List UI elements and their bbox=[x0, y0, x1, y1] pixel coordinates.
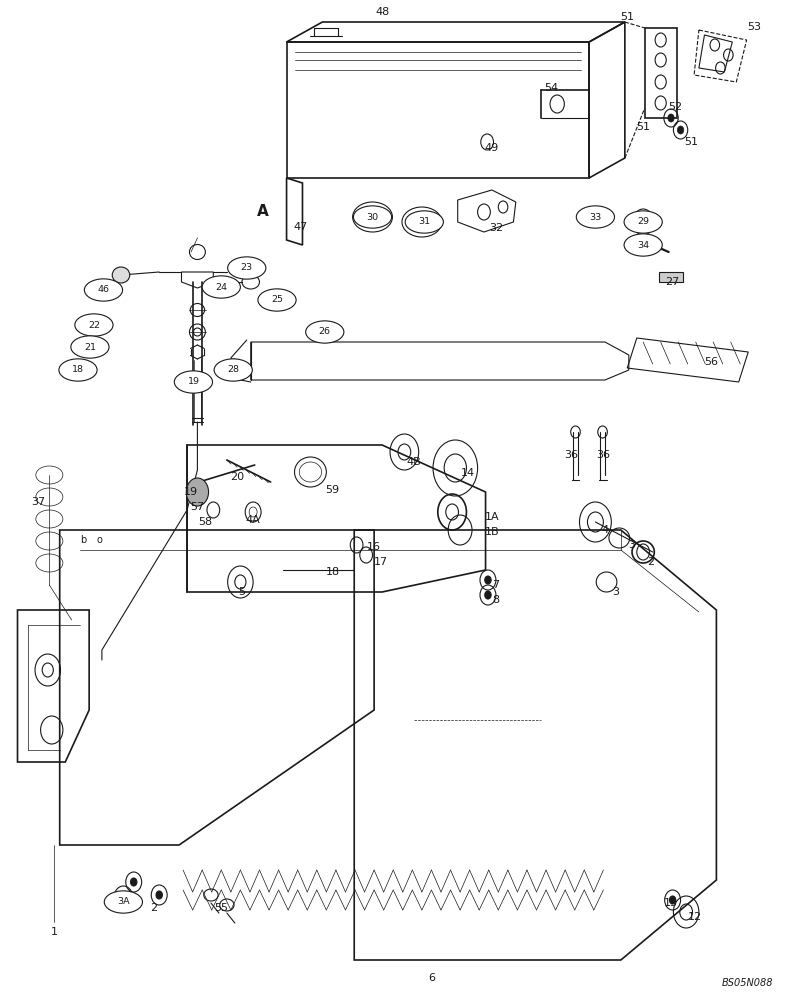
Text: 4A: 4A bbox=[246, 515, 260, 525]
Text: o: o bbox=[96, 535, 103, 545]
Text: 2: 2 bbox=[648, 557, 654, 567]
Text: 2: 2 bbox=[150, 903, 157, 913]
Circle shape bbox=[668, 114, 674, 122]
Text: 58: 58 bbox=[198, 517, 213, 527]
Circle shape bbox=[485, 591, 491, 599]
Text: 55: 55 bbox=[214, 903, 228, 913]
Text: 48: 48 bbox=[375, 7, 389, 17]
Text: 14: 14 bbox=[461, 468, 475, 478]
Text: 25: 25 bbox=[271, 296, 283, 304]
Text: 36: 36 bbox=[564, 450, 579, 460]
Polygon shape bbox=[659, 272, 683, 282]
Text: 27: 27 bbox=[665, 277, 680, 287]
Ellipse shape bbox=[84, 279, 123, 301]
Text: 34: 34 bbox=[637, 240, 650, 249]
Ellipse shape bbox=[71, 336, 109, 358]
Text: 6: 6 bbox=[429, 973, 435, 983]
Text: 47: 47 bbox=[294, 222, 308, 232]
Text: 12: 12 bbox=[688, 912, 702, 922]
Text: 23: 23 bbox=[240, 263, 253, 272]
Text: 7: 7 bbox=[493, 580, 499, 590]
Text: 20: 20 bbox=[230, 472, 244, 482]
Ellipse shape bbox=[228, 257, 266, 279]
Ellipse shape bbox=[405, 211, 443, 233]
Text: 51: 51 bbox=[620, 12, 634, 22]
Ellipse shape bbox=[353, 206, 392, 228]
Text: 54: 54 bbox=[544, 83, 559, 93]
Text: 1B: 1B bbox=[485, 527, 499, 537]
Text: 36: 36 bbox=[596, 450, 611, 460]
Text: 26: 26 bbox=[318, 328, 331, 336]
Text: 3A: 3A bbox=[117, 898, 130, 906]
Text: 51: 51 bbox=[684, 137, 698, 147]
Circle shape bbox=[131, 878, 137, 886]
Text: 33: 33 bbox=[589, 213, 602, 222]
Text: 49: 49 bbox=[485, 143, 499, 153]
Text: 3: 3 bbox=[612, 587, 618, 597]
Text: 52: 52 bbox=[668, 102, 682, 112]
Text: 31: 31 bbox=[418, 218, 431, 227]
Ellipse shape bbox=[258, 289, 296, 311]
Text: 56: 56 bbox=[704, 357, 718, 367]
Text: 16: 16 bbox=[367, 542, 381, 552]
Circle shape bbox=[669, 896, 676, 904]
Text: 21: 21 bbox=[84, 342, 96, 352]
Text: 19: 19 bbox=[184, 487, 198, 497]
Ellipse shape bbox=[576, 206, 615, 228]
Ellipse shape bbox=[214, 359, 252, 381]
Text: 28: 28 bbox=[227, 365, 240, 374]
Ellipse shape bbox=[75, 314, 113, 336]
Text: 32: 32 bbox=[489, 223, 503, 233]
Ellipse shape bbox=[174, 371, 213, 393]
Ellipse shape bbox=[202, 276, 240, 298]
Circle shape bbox=[638, 216, 648, 228]
Text: 19: 19 bbox=[187, 377, 200, 386]
Text: 57: 57 bbox=[190, 502, 205, 512]
Text: 17: 17 bbox=[373, 557, 388, 567]
Text: 1: 1 bbox=[51, 927, 57, 937]
Text: 4: 4 bbox=[602, 525, 608, 535]
Circle shape bbox=[677, 126, 684, 134]
Ellipse shape bbox=[306, 321, 344, 343]
Ellipse shape bbox=[104, 891, 142, 913]
Text: 18: 18 bbox=[72, 365, 84, 374]
Text: 53: 53 bbox=[747, 22, 762, 32]
Ellipse shape bbox=[624, 211, 662, 233]
Text: A: A bbox=[257, 205, 268, 220]
Text: 30: 30 bbox=[366, 213, 379, 222]
Text: 1A: 1A bbox=[485, 512, 499, 522]
Text: 3: 3 bbox=[628, 540, 634, 550]
Text: 46: 46 bbox=[97, 286, 110, 294]
Text: 51: 51 bbox=[636, 122, 650, 132]
Circle shape bbox=[186, 478, 209, 506]
Text: 59: 59 bbox=[326, 485, 340, 495]
Text: 4B: 4B bbox=[407, 457, 421, 467]
Text: 37: 37 bbox=[31, 497, 45, 507]
Text: 24: 24 bbox=[215, 282, 228, 292]
Text: 5: 5 bbox=[238, 587, 244, 597]
Ellipse shape bbox=[112, 267, 130, 283]
Text: BS05N088: BS05N088 bbox=[722, 978, 774, 988]
Text: 13: 13 bbox=[664, 898, 678, 908]
Ellipse shape bbox=[59, 359, 97, 381]
Circle shape bbox=[485, 576, 491, 584]
Ellipse shape bbox=[624, 234, 662, 256]
Text: 22: 22 bbox=[88, 320, 100, 330]
Text: b: b bbox=[80, 535, 87, 545]
Text: 8: 8 bbox=[493, 595, 499, 605]
Text: 29: 29 bbox=[637, 218, 650, 227]
Circle shape bbox=[156, 891, 162, 899]
Text: 18: 18 bbox=[326, 567, 340, 577]
